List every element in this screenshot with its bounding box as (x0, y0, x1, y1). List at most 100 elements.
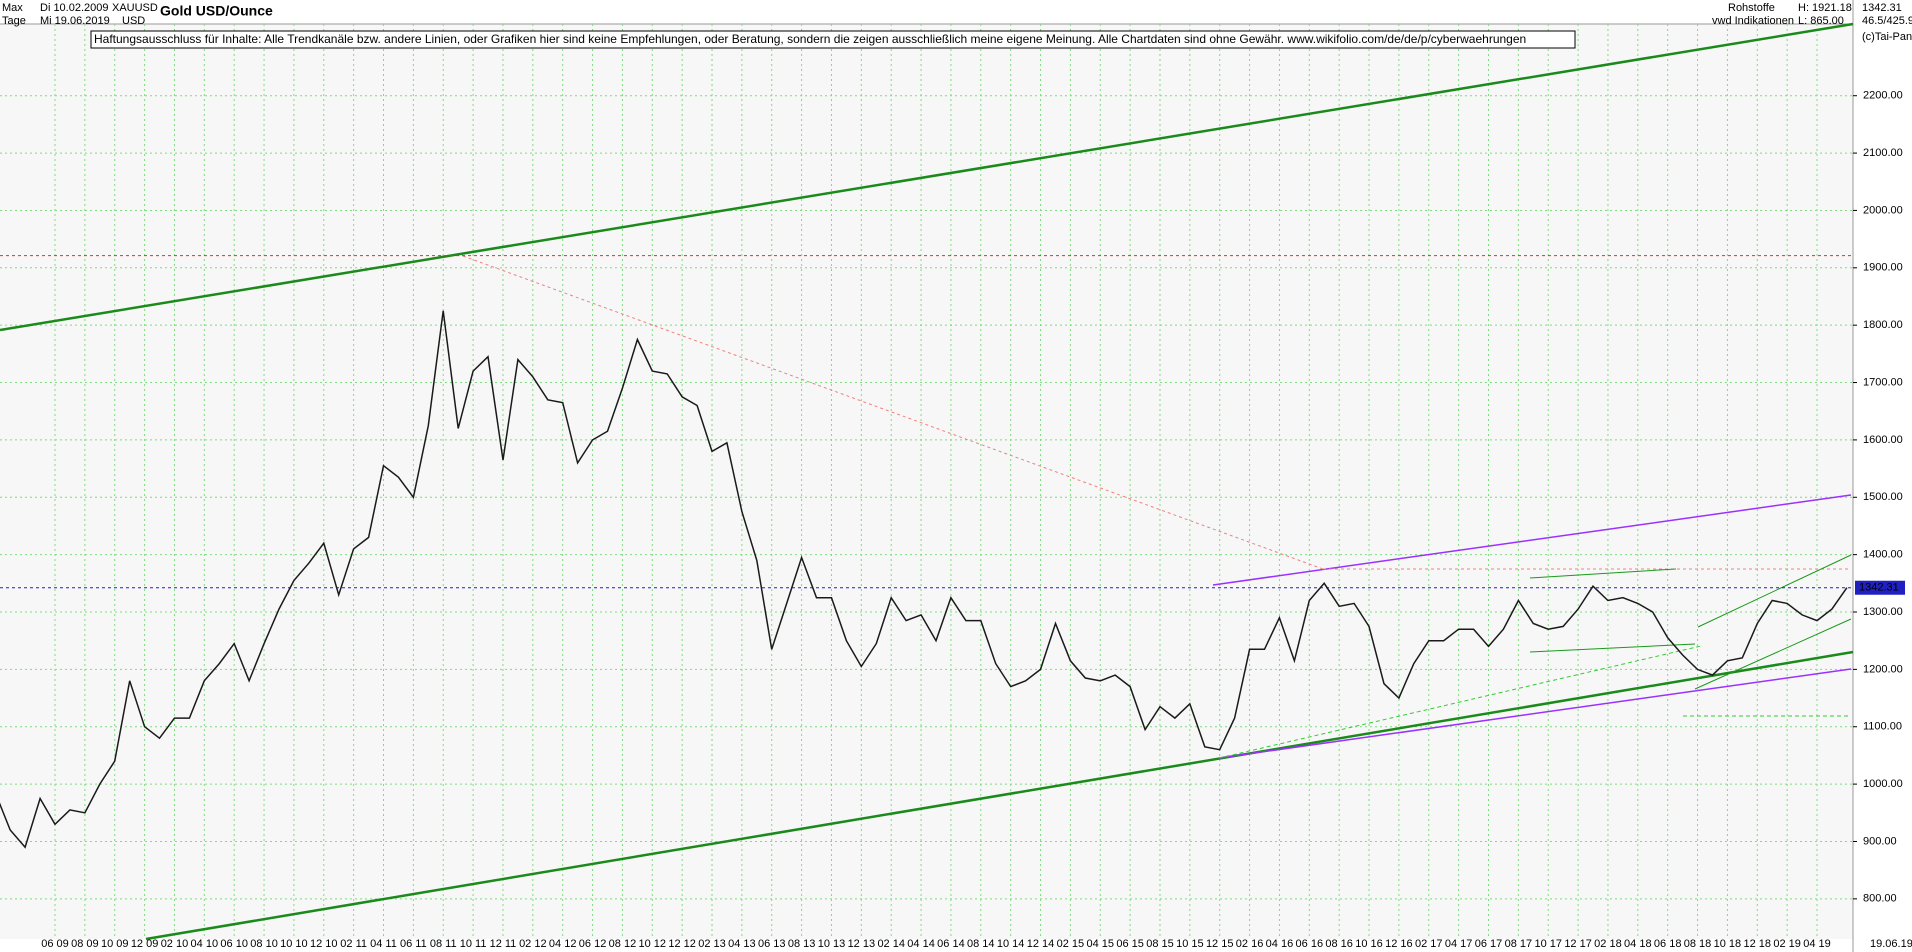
last-price: 1342.31 (1862, 2, 1902, 14)
x-tick-label: 08 09 (71, 938, 99, 950)
trendlines (0, 22, 1854, 941)
y-tick-label: 900.00 (1863, 835, 1897, 847)
trendline (1212, 494, 1852, 586)
x-tick-label: 02 17 (1415, 938, 1443, 950)
x-tick-label: 10 14 (997, 938, 1025, 950)
y-tick-label: 800.00 (1863, 893, 1897, 905)
x-tick-label: 10 18 (1714, 938, 1742, 950)
group: Rohstoffe (1728, 2, 1775, 14)
x-tick-label: 12 17 (1564, 938, 1592, 950)
x-tick-label: 10 13 (818, 938, 846, 950)
start-date: Di 10.02.2009 (40, 2, 109, 14)
x-tick-label: 04 18 (1624, 938, 1652, 950)
x-tick-label: 04 14 (907, 938, 935, 950)
x-tick-label: 04 19 (1803, 938, 1831, 950)
x-tick-label: 06 15 (1116, 938, 1144, 950)
x-tick-label: 08 16 (1325, 938, 1353, 950)
x-tick-label: 06 13 (758, 938, 786, 950)
x-tick-label: 06 18 (1654, 938, 1682, 950)
x-tick-label: 02 11 (340, 938, 367, 950)
scale: 46.5/425.9 (1862, 15, 1912, 27)
trendline (1218, 668, 1852, 759)
trendline (1694, 618, 1852, 690)
x-tick-label: 08 13 (788, 938, 816, 950)
x-tick-label: 06 14 (937, 938, 965, 950)
trendline (145, 650, 1854, 941)
x-tick-label: 12 12 (668, 938, 696, 950)
x-tick-label: 10 09 (101, 938, 129, 950)
x-tick-label: 04 11 (370, 938, 397, 950)
x-tick-label: 10 10 (280, 938, 308, 950)
x-tick-label: 12 15 (1206, 938, 1234, 950)
y-tick-label: 1700.00 (1863, 376, 1903, 388)
trendline (1529, 568, 1677, 579)
trendline (0, 22, 1854, 332)
x-tick-label: 02 15 (1057, 938, 1085, 950)
source: vwd Indikationen (1712, 15, 1794, 27)
high: H: 1921.18 (1798, 2, 1852, 14)
interval-select[interactable]: Tage (2, 15, 26, 27)
trendline (1529, 643, 1696, 653)
x-tick-label: 12 09 (131, 938, 159, 950)
x-tick-label: 08 15 (1146, 938, 1174, 950)
y-tick-label: 1500.00 (1863, 491, 1903, 503)
x-tick-label: 06 11 (400, 938, 427, 950)
x-tick-label: 08 11 (430, 938, 457, 950)
x-tick-label: 06 09 (41, 938, 69, 950)
disclaimer: Haftungsausschluss für Inhalte: Alle Tre… (94, 32, 1526, 46)
x-tick-label: 02 12 (519, 938, 547, 950)
x-tick-label: 04 15 (1086, 938, 1114, 950)
x-tick-label: 12 10 (310, 938, 338, 950)
trendline (1697, 554, 1852, 628)
x-tick-label: 04 16 (1266, 938, 1294, 950)
x-tick-label: 12 11 (490, 938, 517, 950)
trendline (1218, 645, 1702, 759)
x-tick-label: 12 18 (1744, 938, 1772, 950)
x-tick-label: 08 12 (609, 938, 637, 950)
trendline (462, 255, 1324, 570)
x-tick-label: 02 16 (1236, 938, 1264, 950)
chart-title: Gold USD/Ounce (160, 3, 273, 19)
x-tick-label: 06 12 (579, 938, 607, 950)
y-tick-label: 1900.00 (1863, 262, 1903, 274)
currency: USD (122, 15, 145, 27)
x-tick-label: 06 10 (220, 938, 248, 950)
y-tick-label: 1800.00 (1863, 319, 1903, 331)
x-tick-label: 06 16 (1296, 938, 1324, 950)
x-tick-label: 10 15 (1176, 938, 1204, 950)
price-label-box (1855, 580, 1905, 595)
y-tick-label: 1300.00 (1863, 606, 1903, 618)
copyright: (c)Tai-Pan (1862, 31, 1912, 43)
plot-area (0, 24, 1853, 939)
x-tick-label: 04 17 (1445, 938, 1473, 950)
y-tick-label: 2000.00 (1863, 204, 1903, 216)
y-tick-label: 2100.00 (1863, 147, 1903, 159)
x-tick-label: 02 13 (698, 938, 726, 950)
price-line (0, 310, 1848, 849)
end-date: Mi 19.06.2019 (40, 15, 110, 27)
x-tick-label: 10 11 (460, 938, 487, 950)
x-tick-label: 12 14 (1027, 938, 1055, 950)
disclaimer-box (90, 30, 1576, 49)
y-tick-label: 1400.00 (1863, 549, 1903, 561)
symbol: XAUUSD (112, 2, 158, 14)
x-tick-label: 10 16 (1355, 938, 1383, 950)
x-tick-label: 04 13 (728, 938, 756, 950)
x-tick-label: 08 14 (967, 938, 995, 950)
x-tick-label: 02 10 (161, 938, 189, 950)
x-tick-label: 10 17 (1534, 938, 1562, 950)
x-tick-label: 02 14 (877, 938, 905, 950)
range-select[interactable]: Max (2, 2, 23, 14)
x-tick-label: 04 10 (191, 938, 219, 950)
x-tick-label: 08 18 (1684, 938, 1712, 950)
x-tick-label: 02 19 (1773, 938, 1801, 950)
y-tick-label: 1000.00 (1863, 778, 1903, 790)
x-tick-label: 10 12 (639, 938, 667, 950)
x-tick-label: 08 17 (1505, 938, 1533, 950)
x-tick-label: 04 12 (549, 938, 577, 950)
x-tick-label: 06 17 (1475, 938, 1503, 950)
price-label: 1342.31 (1859, 582, 1899, 594)
x-tick-label: 08 10 (250, 938, 278, 950)
